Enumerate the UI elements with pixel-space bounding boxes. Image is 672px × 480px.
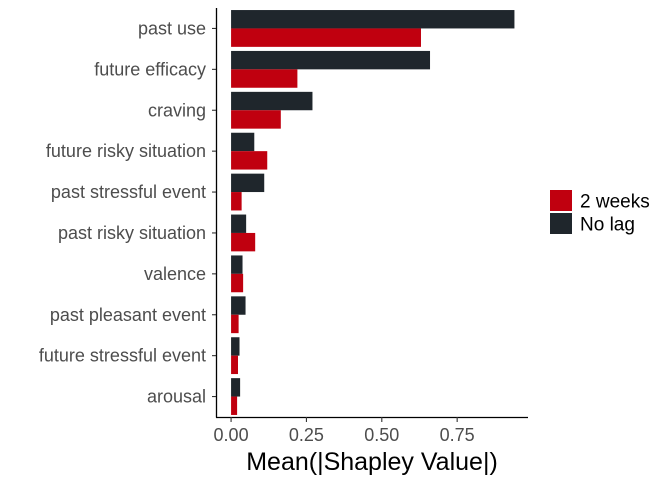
x-ticks-layer: 0.00 0.25 0.50 0.75	[214, 417, 475, 445]
bar-no-lag-valence	[231, 255, 243, 274]
bar-2-weeks-future-risky-situation	[231, 151, 268, 170]
bar-no-lag-past-risky-situation	[231, 214, 247, 233]
y-ticks-layer: past use future efficacy craving future ris…	[39, 18, 216, 407]
y-tick-label: past stressful event	[51, 182, 206, 202]
bar-2-weeks-past-use	[231, 28, 421, 47]
legend-key-2-weeks	[550, 190, 572, 211]
bar-no-lag-past-pleasant-event	[231, 296, 246, 315]
y-tick-label: arousal	[147, 387, 206, 407]
legend-key-no-lag	[550, 213, 572, 234]
y-tick-label: valence	[144, 264, 206, 284]
y-tick-label: future efficacy	[94, 59, 206, 79]
legend-label-2-weeks: 2 weeks	[580, 192, 650, 213]
bar-2-weeks-past-stressful-event	[231, 192, 242, 211]
bar-2-weeks-valence	[231, 273, 244, 293]
bar-no-lag-arousal	[231, 378, 241, 397]
bar-2-weeks-past-pleasant-event	[231, 314, 239, 334]
bar-2-weeks-future-stressful-event	[231, 355, 239, 375]
bar-no-lag-past-use	[231, 10, 515, 29]
y-tick-label: past use	[138, 18, 206, 38]
y-tick-label: craving	[148, 100, 206, 120]
bar-no-lag-future-efficacy	[231, 50, 431, 70]
x-tick-label: 0.25	[289, 425, 324, 445]
y-tick-label: past risky situation	[58, 223, 206, 243]
legend-label-no-lag: No lag	[580, 215, 635, 236]
x-tick-label: 0.75	[440, 425, 475, 445]
bar-no-lag-future-risky-situation	[231, 132, 255, 152]
bar-2-weeks-future-efficacy	[231, 69, 298, 88]
bar-2-weeks-craving	[231, 110, 281, 129]
bar-no-lag-future-stressful-event	[231, 337, 240, 356]
x-axis-title: Mean(|Shapley Value|)	[246, 448, 498, 476]
bars-layer	[231, 10, 515, 415]
y-tick-label: future stressful event	[39, 346, 206, 366]
x-tick-label: 0.00	[214, 425, 249, 445]
bar-2-weeks-arousal	[231, 396, 238, 415]
y-tick-label: past pleasant event	[50, 305, 206, 325]
bar-2-weeks-past-risky-situation	[231, 232, 256, 252]
bar-no-lag-craving	[231, 91, 313, 111]
y-tick-label: future risky situation	[46, 141, 206, 161]
bar-no-lag-past-stressful-event	[231, 173, 265, 193]
x-tick-label: 0.50	[364, 425, 399, 445]
